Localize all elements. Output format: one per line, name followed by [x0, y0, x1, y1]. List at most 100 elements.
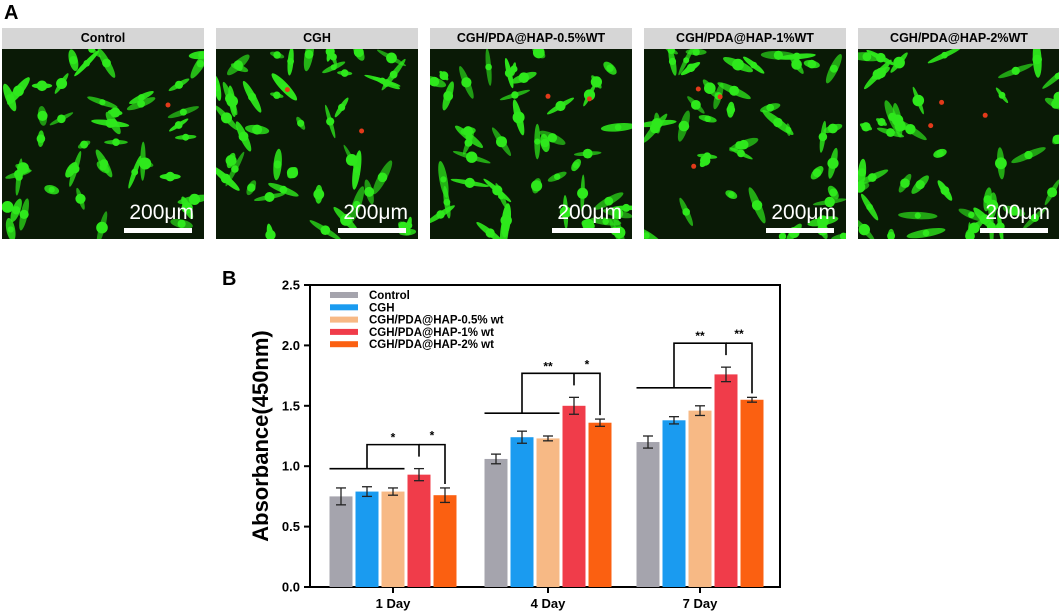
- cell-body: [729, 85, 740, 96]
- cell-body: [998, 91, 1006, 99]
- cell-body: [887, 231, 896, 239]
- cell-body: [577, 187, 589, 199]
- cell-body: [726, 105, 736, 114]
- cell-body: [340, 69, 349, 77]
- significance-bracket: [366, 443, 420, 469]
- cell-body: [737, 149, 745, 158]
- micrograph-image: 200μm: [216, 49, 418, 239]
- cell-body: [891, 114, 904, 126]
- scale-bar-label: 200μm: [985, 201, 1050, 224]
- bar: [355, 491, 379, 587]
- cell-body: [862, 52, 872, 62]
- cell-body: [559, 206, 572, 218]
- cell-body: [485, 63, 492, 71]
- cell-body: [56, 78, 68, 89]
- panel-a-label: A: [4, 2, 19, 24]
- dead-cell: [165, 102, 171, 108]
- cell-body: [861, 122, 871, 132]
- cell-body: [96, 221, 108, 234]
- cell-body: [83, 60, 90, 67]
- scale-bar: [124, 228, 192, 233]
- panel-b-label: B: [222, 268, 237, 290]
- legend-swatch: [330, 328, 358, 335]
- legend-swatch: [330, 292, 358, 298]
- cell-body: [443, 198, 451, 206]
- cell-body: [1009, 206, 1019, 216]
- cell-body: [131, 168, 139, 176]
- legend-swatch: [330, 304, 358, 311]
- cell-body: [1051, 99, 1059, 109]
- cell-body: [174, 121, 183, 129]
- cell-body: [99, 99, 106, 106]
- dead-cell: [586, 96, 592, 102]
- cell-body: [886, 128, 895, 137]
- cell-body: [364, 186, 375, 197]
- bar: [381, 491, 405, 587]
- y-axis-label: Absorbance(450nm): [248, 330, 273, 542]
- legend-label: CGH/PDA@HAP-2% wt: [369, 339, 494, 351]
- cell-body: [704, 115, 711, 123]
- cell-body: [1053, 91, 1059, 103]
- cell-body: [914, 212, 921, 219]
- cell-body: [379, 77, 386, 84]
- cell-body: [353, 49, 364, 58]
- cell-body: [80, 140, 89, 149]
- cell-body: [876, 52, 886, 63]
- cell-body: [1030, 213, 1039, 222]
- bar: [407, 474, 431, 587]
- cell-body: [532, 49, 545, 59]
- cell-body: [464, 177, 475, 188]
- cell-body: [766, 103, 775, 112]
- cell-body: [36, 80, 48, 92]
- cell-body: [614, 124, 622, 131]
- legend-label: CGH/PDA@HAP-0.5% wt: [369, 315, 504, 327]
- cell-body: [225, 155, 237, 166]
- cell-body: [57, 114, 66, 124]
- cell-body: [69, 56, 78, 65]
- cell-body: [7, 226, 14, 233]
- cell-body: [940, 186, 950, 195]
- cell-body: [340, 214, 352, 226]
- cell-body: [751, 200, 763, 211]
- cell-body: [14, 169, 23, 179]
- cell-body: [496, 136, 507, 148]
- cell-body: [377, 172, 388, 183]
- cell-body: [436, 210, 445, 219]
- cell-body: [430, 76, 440, 87]
- x-tick-label: 4 Day: [531, 596, 566, 611]
- cell-body: [67, 165, 76, 174]
- bar: [329, 496, 353, 587]
- significance-bracket: [521, 372, 575, 414]
- cell-body: [174, 80, 184, 89]
- cell-body: [112, 138, 120, 146]
- legend-label: CGH: [369, 302, 395, 314]
- bar: [588, 422, 612, 587]
- y-tick-label: 0.5: [282, 519, 300, 534]
- cell-body: [252, 124, 263, 135]
- micrograph-panel: CGH/PDA@HAP-1%WT 200μm: [644, 28, 846, 239]
- micrograph-label: Control: [2, 28, 204, 49]
- legend-swatch: [330, 341, 358, 348]
- legend-swatch: [330, 316, 358, 323]
- cell-body: [279, 185, 288, 194]
- dead-cell: [284, 87, 290, 93]
- cell-body: [273, 51, 281, 59]
- cell-body: [13, 85, 24, 97]
- cell-body: [1024, 150, 1033, 160]
- scale-bar-label: 200μm: [771, 201, 836, 224]
- cell-body: [216, 85, 221, 92]
- significance-label: *: [391, 431, 396, 445]
- dead-cell: [545, 93, 551, 99]
- cell-body: [492, 185, 503, 196]
- scale-bar: [338, 228, 406, 233]
- cell-body: [829, 188, 838, 197]
- legend-label: CGH/PDA@HAP-1% wt: [369, 327, 494, 339]
- cell-body: [1032, 54, 1042, 65]
- cell-body: [547, 133, 558, 143]
- cell-body: [858, 223, 870, 236]
- cell-body: [88, 49, 96, 53]
- y-tick-label: 0.0: [282, 580, 300, 595]
- cell-body: [48, 186, 55, 193]
- cell-body: [501, 228, 508, 235]
